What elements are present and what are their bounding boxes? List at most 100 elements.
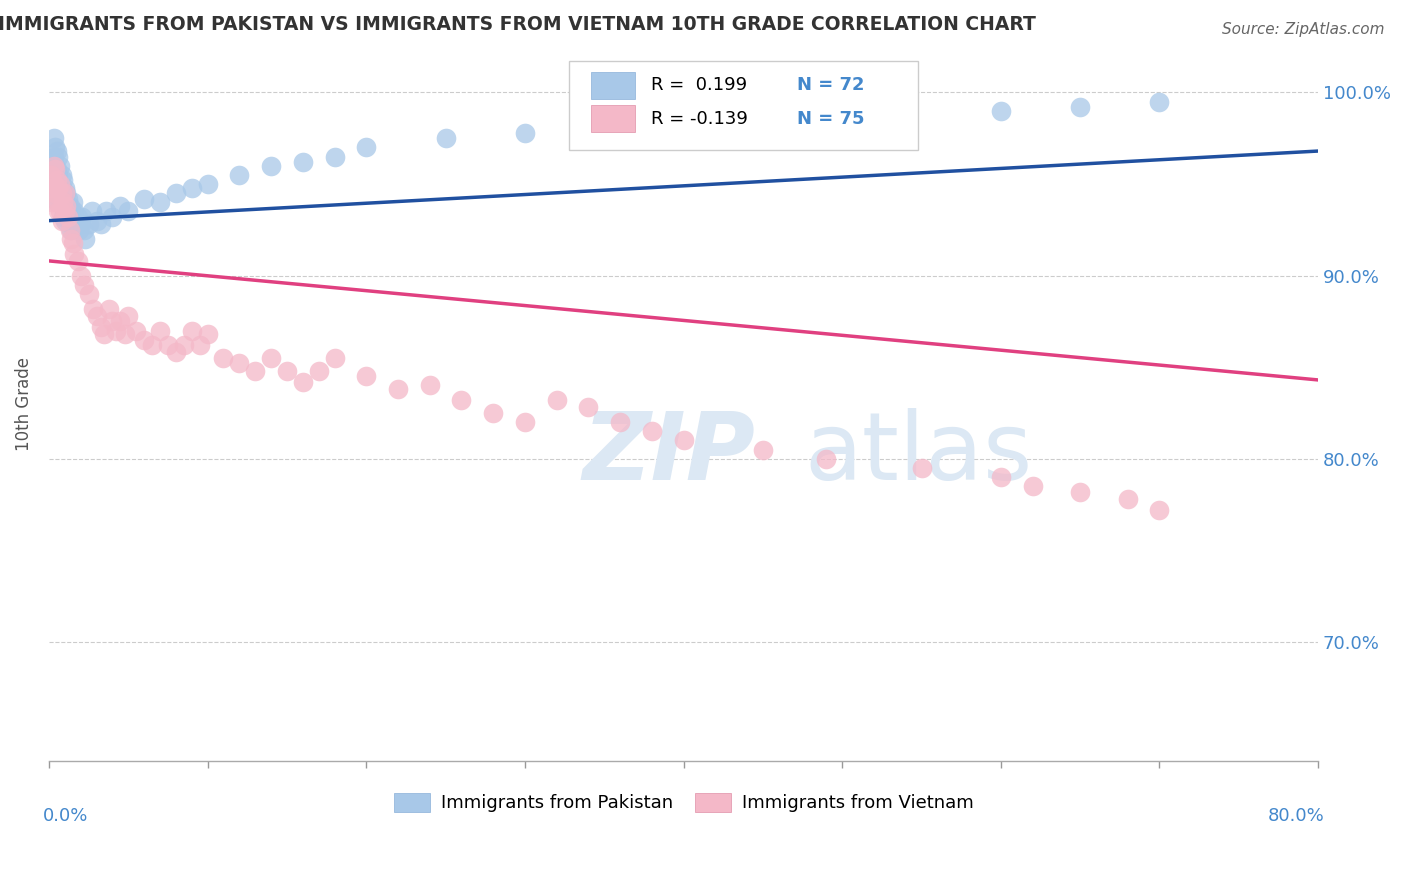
Point [53, 204, 76, 219]
Point [56, 210, 79, 224]
Point [641, 424, 664, 438]
Point [990, 103, 1012, 118]
Point [752, 442, 775, 457]
Point [44, 162, 66, 177]
Point [80, 204, 103, 219]
Text: 80.0%: 80.0% [1268, 807, 1324, 825]
Point [39, 168, 62, 182]
Point [42, 159, 65, 173]
Point [149, 195, 172, 210]
Point [450, 393, 472, 408]
Point [180, 324, 202, 338]
Text: N = 72: N = 72 [797, 76, 865, 95]
Point [93, 327, 115, 342]
Point [51, 186, 73, 201]
Point [49, 204, 72, 219]
Point [62, 235, 84, 250]
Point [173, 338, 195, 352]
Point [58, 223, 80, 237]
Point [180, 180, 202, 194]
Point [188, 338, 211, 352]
Point [90, 319, 112, 334]
Point [72, 210, 94, 224]
Point [41, 180, 63, 194]
Point [39, 168, 62, 182]
Point [55, 186, 77, 201]
Point [1149, 95, 1171, 109]
Point [291, 375, 314, 389]
Point [356, 369, 378, 384]
Point [51, 213, 73, 227]
Point [90, 217, 112, 231]
Text: 0.0%: 0.0% [42, 807, 89, 825]
Point [62, 195, 84, 210]
Point [77, 217, 100, 231]
Point [387, 382, 409, 396]
Point [1021, 479, 1043, 493]
Point [1069, 100, 1091, 114]
Point [228, 168, 250, 182]
Point [98, 301, 121, 316]
Point [63, 246, 86, 260]
Point [831, 107, 853, 121]
Point [77, 286, 100, 301]
Point [41, 195, 63, 210]
Point [156, 338, 179, 352]
Point [45, 144, 67, 158]
Point [672, 119, 695, 133]
Point [44, 186, 66, 201]
Point [67, 223, 90, 237]
Point [53, 213, 76, 227]
Point [308, 364, 330, 378]
Point [56, 192, 79, 206]
Point [48, 186, 70, 201]
Point [513, 126, 536, 140]
Point [165, 345, 187, 359]
Point [60, 223, 83, 237]
Point [110, 199, 132, 213]
Text: ZIP: ZIP [582, 408, 755, 500]
Text: IMMIGRANTS FROM PAKISTAN VS IMMIGRANTS FROM VIETNAM 10TH GRADE CORRELATION CHART: IMMIGRANTS FROM PAKISTAN VS IMMIGRANTS F… [0, 15, 1036, 34]
Point [86, 309, 108, 323]
Text: N = 75: N = 75 [797, 110, 865, 128]
Point [53, 195, 76, 210]
Point [609, 415, 631, 429]
Point [45, 162, 67, 177]
Point [69, 217, 91, 231]
Point [42, 149, 65, 163]
Point [117, 309, 139, 323]
Point [41, 159, 63, 173]
Point [41, 177, 63, 191]
Point [48, 168, 70, 182]
Legend: Immigrants from Pakistan, Immigrants from Vietnam: Immigrants from Pakistan, Immigrants fro… [387, 786, 980, 820]
Point [434, 131, 457, 145]
Text: R =  0.199: R = 0.199 [651, 76, 747, 95]
Point [86, 213, 108, 227]
Point [58, 199, 80, 213]
Point [42, 131, 65, 145]
Point [276, 364, 298, 378]
Point [45, 195, 67, 210]
Point [45, 173, 67, 187]
Point [56, 210, 79, 224]
Point [55, 204, 77, 219]
Point [45, 180, 67, 194]
Point [45, 195, 67, 210]
Point [134, 192, 156, 206]
Point [65, 217, 87, 231]
Point [63, 204, 86, 219]
Point [672, 434, 695, 448]
Point [1149, 503, 1171, 517]
Point [75, 232, 97, 246]
Point [197, 327, 219, 342]
Point [51, 199, 73, 213]
Point [101, 210, 124, 224]
Point [1069, 484, 1091, 499]
Point [101, 314, 124, 328]
Point [52, 192, 75, 206]
Point [66, 210, 89, 224]
Point [48, 180, 70, 194]
Point [62, 213, 84, 227]
Point [291, 155, 314, 169]
Point [44, 159, 66, 173]
